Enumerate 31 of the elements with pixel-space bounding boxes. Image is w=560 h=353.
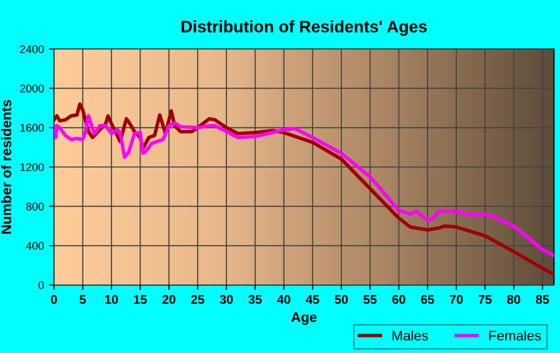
legend-label: Females (489, 330, 541, 341)
x-tick-label: 75 (478, 295, 492, 304)
x-tick-label: 5 (80, 295, 86, 304)
x-tick-label: 30 (220, 295, 233, 304)
x-tick-label: 85 (536, 295, 550, 304)
x-tick-label: 60 (392, 295, 406, 304)
x-tick-label: 0 (51, 295, 57, 304)
y-tick-label: 800 (26, 202, 44, 210)
x-tick-label: 55 (364, 295, 377, 304)
x-tick-label: 45 (306, 295, 320, 304)
x-tick-label: 20 (162, 295, 176, 304)
x-axis-title: Age (291, 312, 317, 325)
x-tick-label: 10 (105, 295, 118, 304)
x-tick-label: 15 (134, 295, 147, 304)
y-tick-label: 2000 (20, 84, 44, 92)
y-tick-label: 1600 (20, 124, 44, 132)
y-tick-label: 0 (38, 281, 44, 290)
x-tick-label: 40 (277, 295, 290, 304)
legend-label: Males (392, 330, 428, 341)
y-tick-label: 1200 (20, 163, 44, 172)
x-tick-label: 35 (248, 295, 262, 304)
x-tick-label: 65 (421, 295, 434, 304)
line-series (54, 114, 554, 258)
x-tick-label: 70 (450, 295, 463, 304)
y-tick-label: 2400 (20, 45, 44, 54)
y-tick-label: 400 (26, 242, 44, 250)
y-axis-title: Number of residents (1, 100, 12, 234)
chart-title: Distribution of Residents' Ages (182, 20, 427, 36)
x-tick-label: 25 (191, 295, 204, 304)
x-tick-label: 80 (507, 295, 520, 304)
x-tick-label: 50 (334, 295, 348, 304)
